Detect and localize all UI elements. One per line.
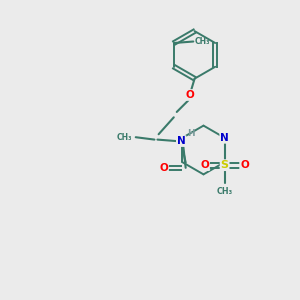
- Text: S: S: [220, 160, 229, 170]
- Text: O: O: [186, 90, 194, 100]
- Text: O: O: [159, 163, 168, 173]
- Text: N: N: [177, 136, 186, 146]
- Text: N: N: [220, 133, 229, 143]
- Text: CH₃: CH₃: [195, 37, 210, 46]
- Text: O: O: [200, 160, 209, 170]
- Text: CH₃: CH₃: [117, 133, 132, 142]
- Text: O: O: [240, 160, 249, 170]
- Text: H: H: [187, 129, 194, 138]
- Text: CH₃: CH₃: [217, 187, 233, 196]
